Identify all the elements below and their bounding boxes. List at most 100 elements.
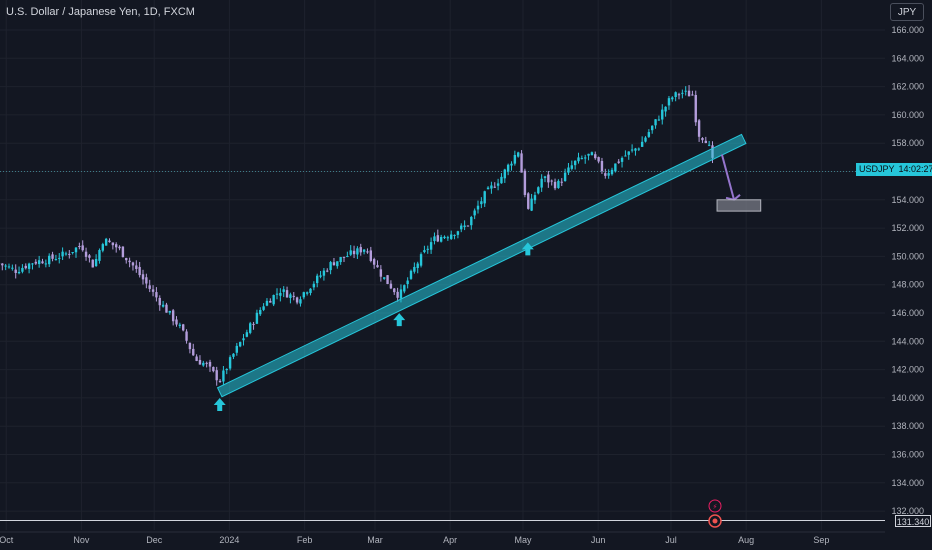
candle (259, 307, 262, 316)
candle (490, 181, 493, 194)
candle (694, 90, 697, 126)
candle (125, 257, 128, 264)
support-arrow-1[interactable] (393, 313, 406, 327)
candle (269, 298, 272, 303)
candle (312, 281, 316, 291)
candle (517, 151, 520, 158)
candle (383, 277, 386, 280)
candle (4, 263, 7, 271)
candle (198, 355, 202, 365)
candle (326, 268, 329, 273)
candle (232, 353, 235, 360)
candle (600, 157, 604, 174)
candle (369, 246, 373, 263)
candle (684, 86, 687, 96)
drawings: ⚡ (213, 133, 762, 528)
candle (299, 296, 302, 307)
candle (466, 225, 470, 227)
candle (523, 168, 527, 198)
candle (27, 262, 31, 274)
reference-marker-icon[interactable] (708, 514, 722, 528)
support-arrow-0[interactable] (213, 397, 226, 411)
target-zone[interactable] (716, 199, 762, 212)
currency-button[interactable]: JPY (890, 3, 924, 21)
candle (145, 273, 148, 289)
candle (657, 115, 661, 121)
candle (634, 147, 637, 156)
candle (584, 154, 587, 164)
candle (527, 192, 530, 210)
candle (496, 178, 500, 191)
candle (292, 292, 295, 301)
candle (513, 150, 517, 166)
candle (155, 287, 158, 302)
candle (305, 291, 309, 296)
candle (413, 262, 416, 274)
price-tick-11: 144.000 (891, 336, 924, 346)
candle (409, 269, 413, 280)
candle (188, 342, 192, 354)
candle (506, 163, 510, 176)
candle (161, 300, 165, 308)
candle (366, 248, 369, 254)
event-icon[interactable]: ⚡ (708, 499, 722, 513)
candle (450, 230, 453, 240)
candle (135, 260, 138, 273)
price-tick-12: 142.000 (891, 365, 924, 375)
candle (624, 150, 627, 157)
candle (81, 240, 84, 252)
candle (419, 252, 423, 268)
price-tick-8: 150.000 (891, 251, 924, 261)
candle (433, 232, 436, 245)
symbol-name: USDJPY (859, 164, 895, 174)
candle (503, 168, 507, 183)
price-tick-0: 166.000 (891, 25, 924, 35)
candle (493, 182, 496, 188)
candle (707, 140, 711, 147)
candle (64, 251, 68, 256)
candle (587, 153, 590, 161)
trendline-channel[interactable] (216, 133, 747, 398)
time-tick-3: 2024 (219, 535, 239, 545)
time-tick-5: Mar (367, 535, 383, 545)
candle (101, 242, 105, 253)
price-tick-3: 160.000 (891, 110, 924, 120)
candle (215, 366, 218, 386)
projection-arrow[interactable] (720, 154, 735, 201)
candle (285, 286, 289, 298)
candle (128, 257, 131, 268)
candle (453, 234, 456, 240)
candle (212, 366, 215, 373)
candle (486, 186, 490, 190)
support-arrow-2[interactable] (521, 242, 534, 256)
candle (654, 119, 657, 129)
candle (533, 191, 537, 204)
time-tick-7: May (514, 535, 532, 545)
candle (54, 254, 58, 261)
candle (594, 151, 597, 160)
candle (463, 220, 466, 231)
candle (456, 230, 460, 239)
candle (51, 251, 54, 262)
candle (104, 237, 108, 246)
price-axis: 166.000164.000162.000160.000158.000156.0… (891, 25, 924, 516)
candle (547, 170, 550, 188)
candle (41, 258, 44, 264)
candle (651, 125, 654, 134)
candle (141, 269, 145, 285)
candle (302, 291, 306, 300)
candle (218, 379, 222, 383)
candle (192, 343, 195, 356)
candle (406, 277, 409, 289)
candlestick-series (0, 85, 714, 386)
candle (614, 163, 617, 173)
candle (573, 160, 577, 170)
candle (439, 234, 443, 243)
price-tick-9: 148.000 (891, 280, 924, 290)
candle (31, 262, 34, 270)
candle (423, 245, 426, 254)
price-tick-10: 146.000 (891, 308, 924, 318)
candle (620, 156, 624, 168)
chart-title: U.S. Dollar / Japanese Yen, 1D, FXCM (6, 6, 195, 18)
